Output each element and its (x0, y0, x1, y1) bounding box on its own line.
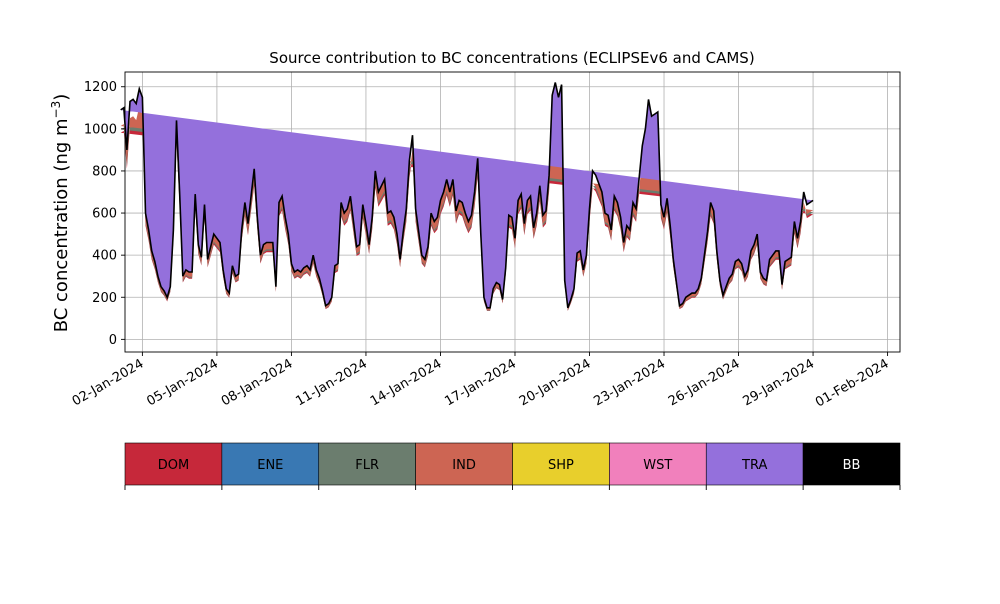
y-tick-label: 1000 (84, 122, 117, 137)
legend-swatch-ene (221, 442, 320, 486)
legend-swatch-shp (512, 442, 610, 486)
legend-swatch-bb (802, 442, 901, 486)
legend-label-tra: TRA (741, 458, 767, 473)
y-tick-label: 400 (92, 249, 117, 264)
x-tick-label: 14-Jan-2024 (368, 356, 445, 409)
legend-label-ind: IND (452, 458, 476, 473)
legend-label-shp: SHP (548, 458, 574, 473)
legend-colorbar: DOM ENE FLR IND SHP WST TRA BB (124, 442, 901, 490)
x-tick-label: 02-Jan-2024 (70, 356, 147, 409)
y-tick-label: 0 (109, 333, 117, 348)
legend-label-flr: FLR (355, 458, 379, 473)
y-axis-label: BC concentration (ng m−3) (49, 94, 72, 333)
legend-label-bb: BB (843, 458, 861, 473)
legend-swatch-tra (705, 442, 804, 486)
plot-frame (124, 71, 901, 353)
area-tra (120, 82, 814, 308)
legend-swatch-ind (415, 442, 513, 486)
x-tick-label: 08-Jan-2024 (219, 356, 296, 409)
x-tick-label: 26-Jan-2024 (666, 356, 743, 409)
x-tick-label: 01-Feb-2024 (813, 356, 892, 410)
legend-swatch-dom (124, 442, 223, 486)
y-tick-label: 1200 (84, 80, 117, 95)
y-tick-label: 200 (92, 291, 117, 306)
legend-swatch-flr (318, 442, 416, 486)
x-tick-label: 11-Jan-2024 (293, 356, 370, 409)
legend-label-wst: WST (643, 458, 672, 473)
x-tick-label: 17-Jan-2024 (442, 356, 519, 409)
chart-title: Source contribution to BC concentrations… (269, 49, 754, 67)
x-tick-label: 20-Jan-2024 (517, 356, 594, 409)
x-tick-label: 05-Jan-2024 (144, 356, 221, 409)
legend-label-ene: ENE (257, 458, 283, 473)
x-tick-label: 29-Jan-2024 (740, 356, 817, 409)
legend-swatch-wst (609, 442, 707, 486)
y-tick-label: 800 (92, 164, 117, 179)
total-line (120, 82, 814, 309)
stacked-areas (120, 82, 814, 311)
legend-label-dom: DOM (158, 458, 189, 473)
y-tick-label: 600 (92, 207, 117, 222)
x-tick-label: 23-Jan-2024 (591, 356, 668, 409)
